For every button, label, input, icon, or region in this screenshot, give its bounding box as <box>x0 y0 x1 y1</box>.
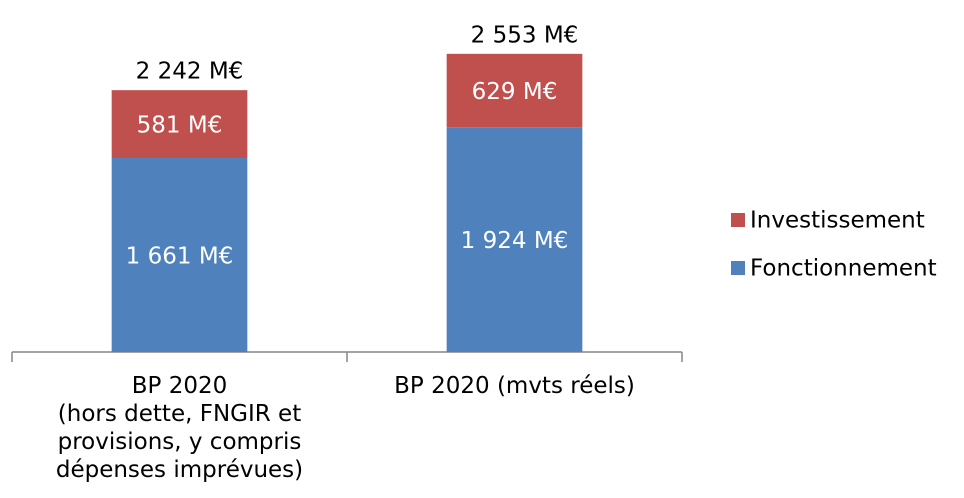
x-tick-label: BP 2020 (mvts réels) <box>394 373 635 399</box>
legend-label: Fonctionnement <box>750 256 937 282</box>
data-label: 581 M€ <box>137 113 223 139</box>
bar-segment <box>446 53 583 128</box>
data-label: 1 661 M€ <box>126 244 234 270</box>
legend-swatch <box>731 213 745 227</box>
legend-label: Investissement <box>750 208 925 234</box>
legend-swatch <box>731 261 745 275</box>
bar-segment <box>111 158 248 352</box>
total-label: 2 242 M€ <box>136 59 244 85</box>
data-label: 629 M€ <box>472 79 558 105</box>
data-label: 1 924 M€ <box>461 228 569 254</box>
bar-segment <box>111 90 248 159</box>
total-label: 2 553 M€ <box>471 22 579 48</box>
bar-segment <box>446 127 583 352</box>
x-tick-label: BP 2020 (hors dette, FNGIR et provisions… <box>55 373 304 483</box>
